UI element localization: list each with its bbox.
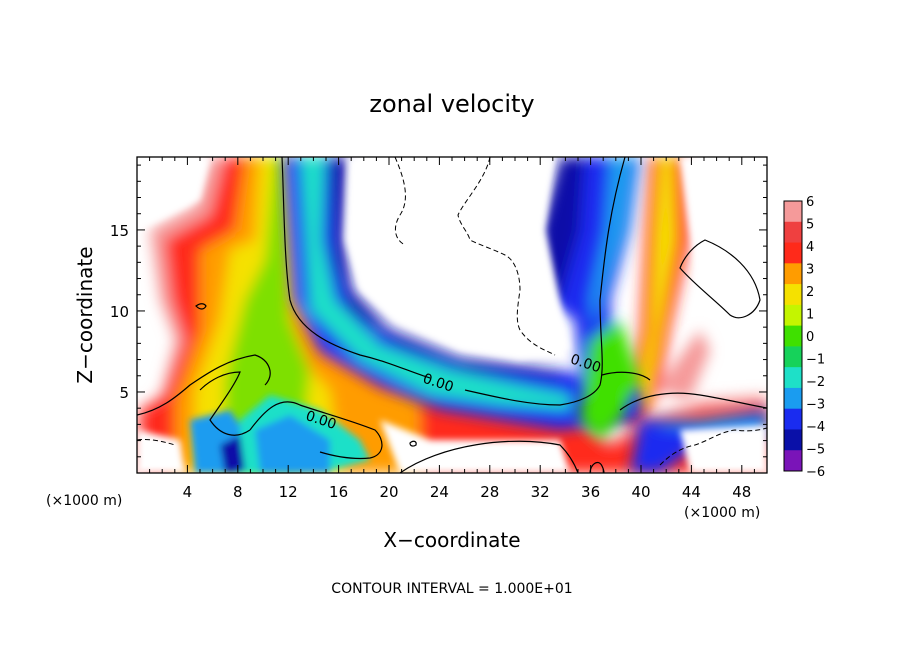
colorbar-label: 6 [806, 195, 814, 210]
velocity-field: 0.000.000.00 [137, 157, 767, 473]
x-tick-label: 48 [732, 483, 751, 501]
x-axis: 4 8 12 16 20 24 28 32 36 40 44 48 [149, 157, 755, 501]
x-tick-label: 28 [480, 483, 499, 501]
colorbar-label: 4 [806, 240, 814, 255]
colorbar-swatch [784, 387, 802, 410]
colorbar-swatch [784, 408, 802, 430]
x-tick-label: 40 [631, 483, 650, 501]
y-axis: 5 10 15 [110, 164, 767, 458]
x-tick-label: 12 [279, 483, 298, 501]
x-unit-right: (×1000 m) [684, 505, 760, 521]
colorbar-swatch [784, 304, 802, 327]
colorbar-swatch [784, 221, 802, 244]
colorbar-swatch [784, 450, 802, 472]
contour-interval-note: CONTOUR INTERVAL = 1.000E+01 [331, 581, 572, 597]
y-tick-label: 5 [119, 384, 129, 402]
colorbar-label: 5 [806, 218, 814, 233]
colorbar-label: −3 [806, 398, 825, 413]
colorbar-label: 1 [806, 308, 814, 323]
x-tick-label: 20 [379, 483, 398, 501]
colorbar-swatch [784, 429, 802, 451]
colorbar: 6 5 4 3 2 1 0 −1 −2 −3 −4 −5 −6 [783, 195, 825, 480]
x-tick-label: 4 [183, 483, 193, 501]
x-tick-label: 8 [233, 483, 243, 501]
y-axis-label: Z−coordinate [73, 246, 97, 383]
colorbar-frame [783, 200, 803, 472]
x-tick-label: 32 [531, 483, 550, 501]
y-tick-label: 10 [110, 303, 129, 321]
colorbar-label: −4 [806, 420, 825, 435]
colorbar-label: 0 [806, 330, 814, 345]
colorbar-swatch [784, 367, 802, 389]
colorbar-swatch [784, 325, 802, 347]
x-axis-label: X−coordinate [383, 528, 520, 552]
colorbar-label: −1 [806, 353, 825, 368]
x-tick-label: 36 [581, 483, 600, 501]
x-tick-label: 24 [430, 483, 449, 501]
colorbar-label: −5 [806, 443, 825, 458]
colorbar-swatch [784, 201, 802, 223]
colorbar-label: 3 [806, 263, 814, 278]
colorbar-swatch [784, 263, 802, 285]
x-unit-left: (×1000 m) [46, 493, 122, 509]
x-tick-label: 16 [329, 483, 348, 501]
colorbar-label: −2 [806, 375, 825, 390]
colorbar-swatch [784, 242, 802, 264]
colorbar-swatch [784, 284, 802, 306]
colorbar-label: −6 [806, 465, 825, 480]
colorbar-swatch [784, 346, 802, 368]
x-tick-label: 44 [682, 483, 701, 501]
colorbar-label: 2 [806, 285, 814, 300]
y-tick-label: 15 [110, 222, 129, 240]
chart-title: zonal velocity [369, 90, 534, 118]
